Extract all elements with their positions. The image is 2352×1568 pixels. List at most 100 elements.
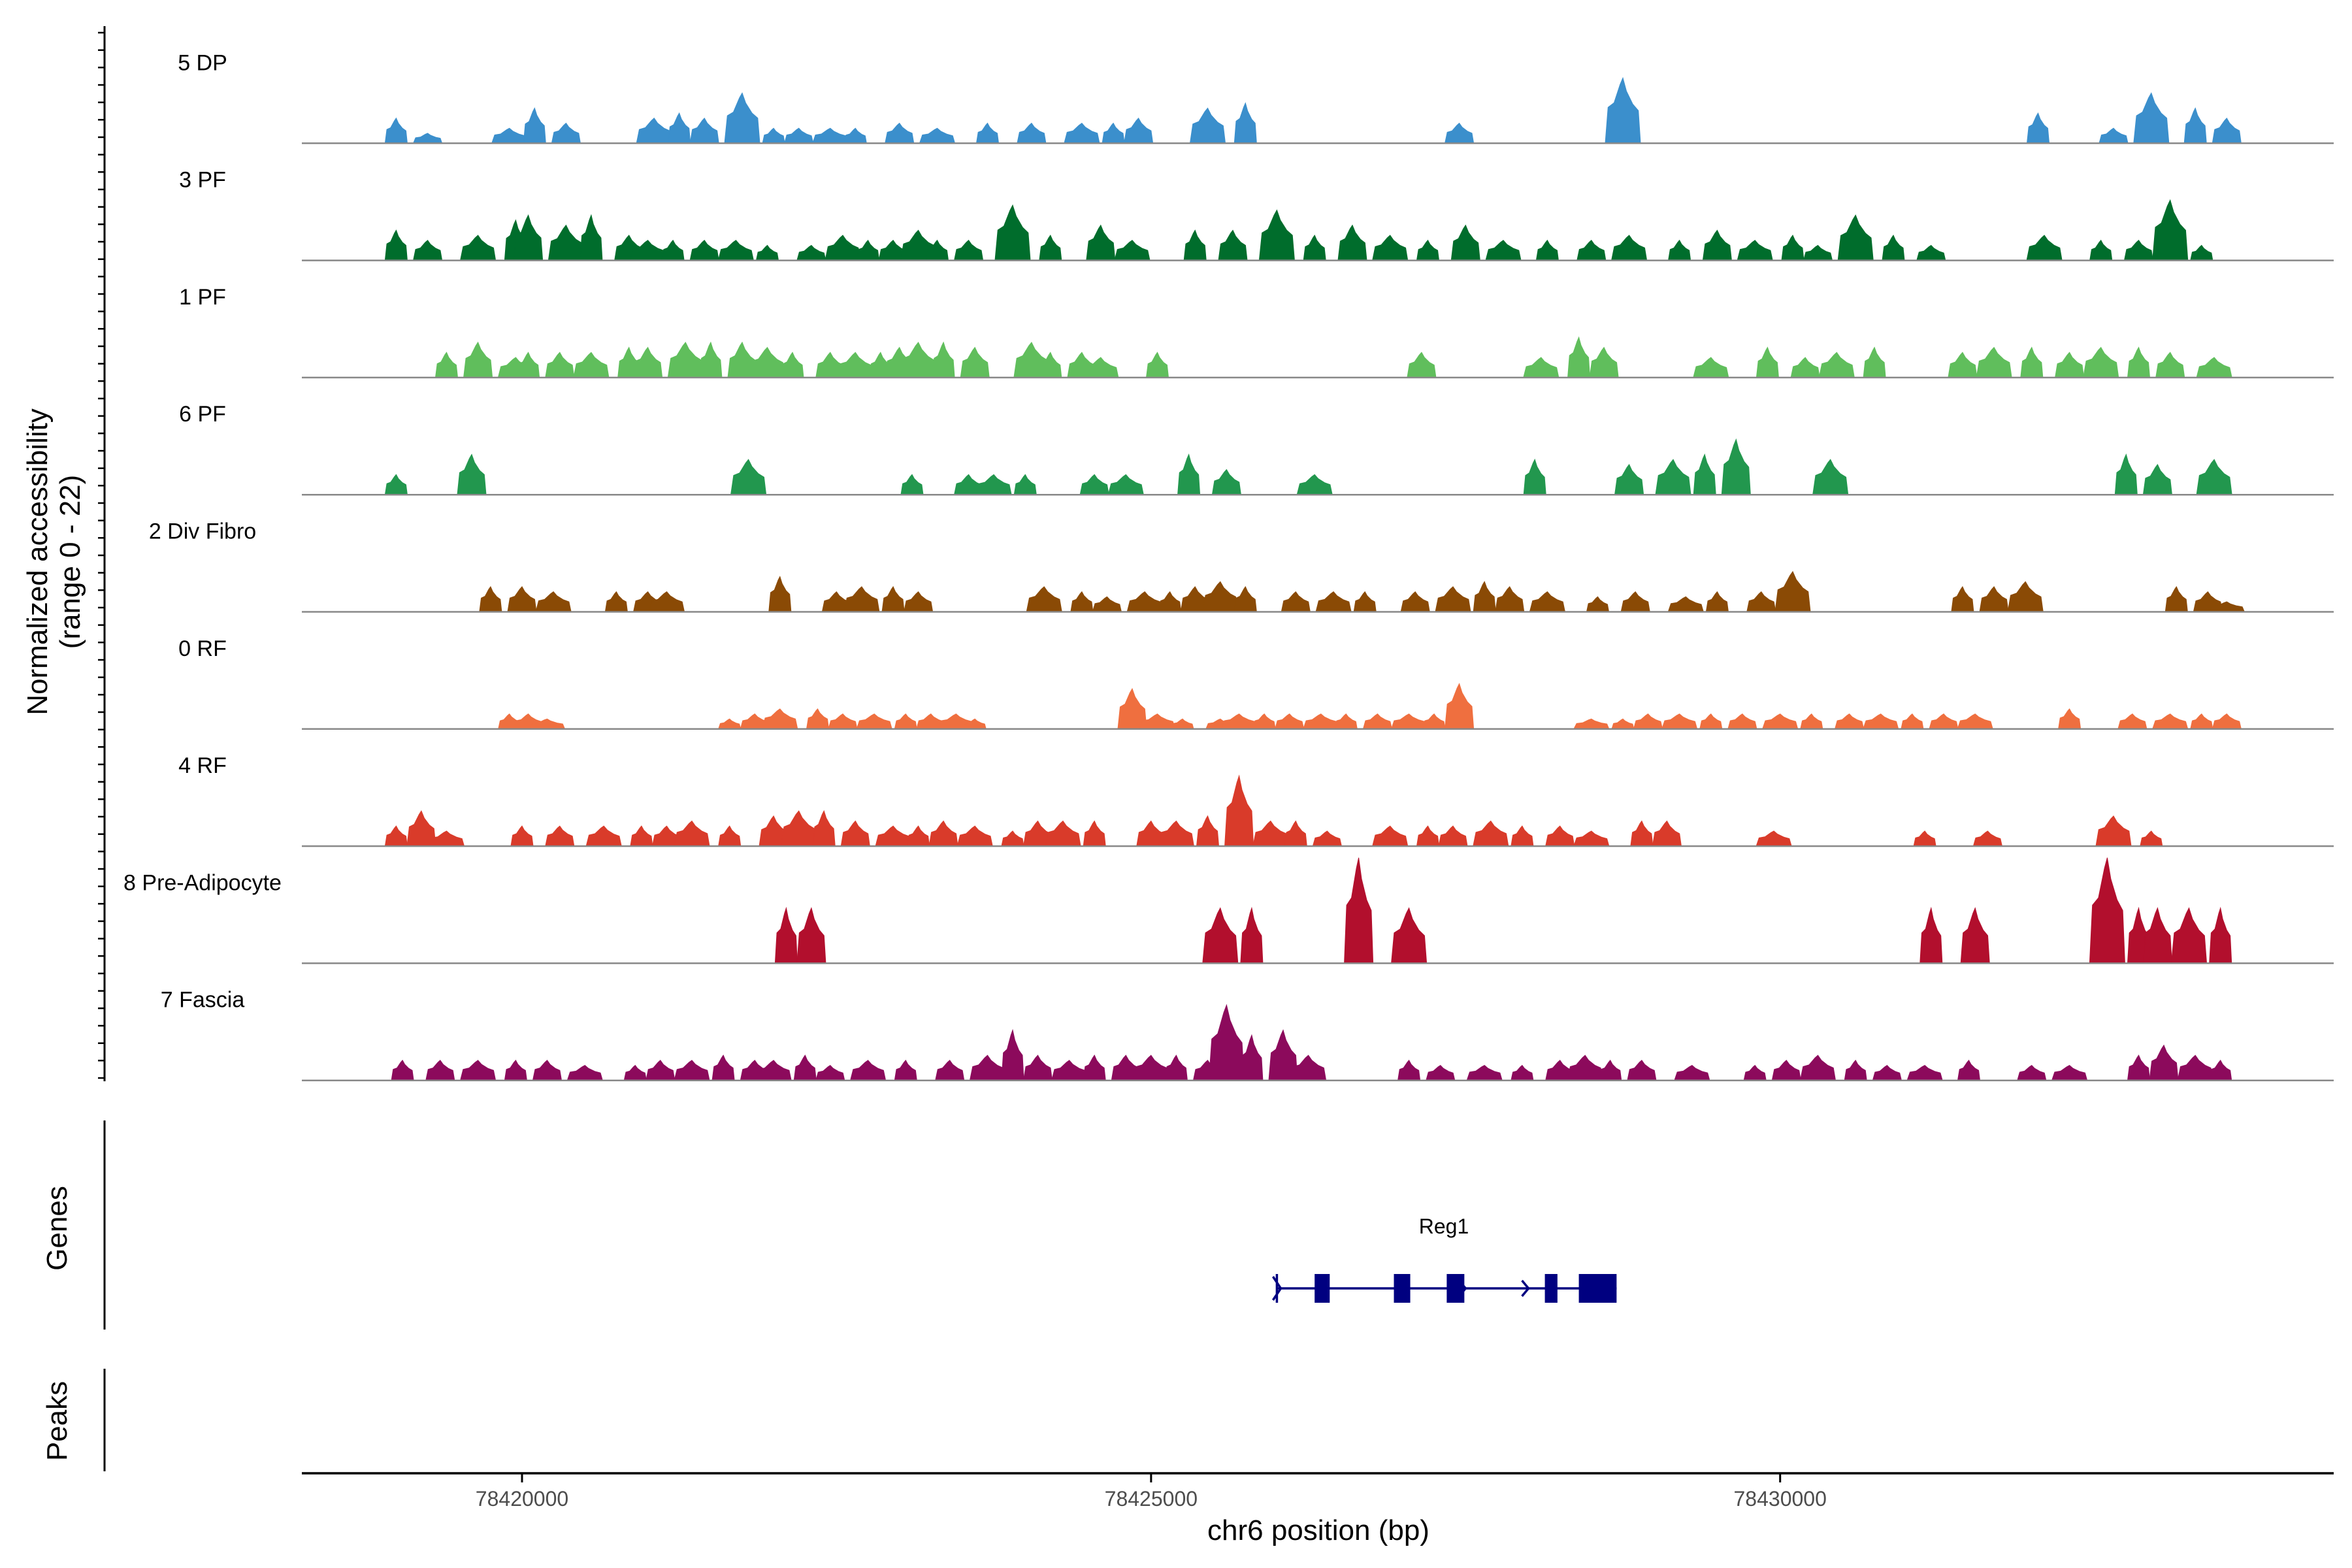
peak-1-23	[1114, 240, 1151, 261]
peak-8-2	[459, 1060, 497, 1081]
peak-6-25	[1224, 774, 1254, 847]
peak-0-13	[885, 122, 915, 144]
peak-2-14	[837, 351, 874, 378]
peak-6-4	[545, 825, 575, 847]
gene-exon	[1446, 1274, 1465, 1303]
peak-6-6	[630, 825, 653, 847]
peak-5-43	[2212, 713, 2242, 730]
peak-4-3	[604, 591, 628, 612]
peak-2-31	[1790, 357, 1820, 378]
peak-5-24	[1422, 713, 1446, 730]
peak-5-2	[529, 718, 566, 730]
peak-4-32	[1774, 570, 1811, 612]
peak-2-8	[667, 342, 704, 378]
peak-6-40	[1972, 830, 2003, 847]
peak-1-34	[1576, 240, 1607, 261]
peak-4-26	[1529, 591, 1566, 612]
peak-1-28	[1337, 224, 1367, 261]
peak-8-37	[1627, 1060, 1657, 1081]
peak-5-40	[2117, 713, 2148, 730]
peak-7-12	[2209, 906, 2232, 964]
peak-4-33	[1951, 585, 1974, 612]
peak-0-25	[2099, 127, 2129, 144]
peak-6-0	[384, 825, 408, 847]
peak-5-28	[1633, 713, 1663, 730]
peak-1-12	[755, 244, 779, 261]
peak-1-48	[2190, 244, 2213, 261]
peak-1-44	[2026, 235, 2063, 261]
peak-4-2	[535, 591, 572, 612]
peak-1-39	[1781, 235, 1805, 261]
peak-7-6	[1919, 906, 1943, 964]
peak-2-35	[1976, 346, 2012, 378]
peak-4-28	[1620, 591, 1650, 612]
gene-model	[1271, 1274, 1617, 1303]
y-axis-title-line2: (range 0 - 22)	[54, 475, 86, 649]
peak-6-14	[875, 825, 911, 847]
peak-1-24	[1183, 229, 1207, 261]
peak-2-3	[517, 351, 540, 378]
peak-2-29	[1693, 357, 1729, 378]
peak-5-36	[1901, 713, 1924, 730]
peak-2-34	[1948, 351, 1978, 378]
peak-2-33	[1863, 346, 1886, 378]
peak-0-19	[1124, 117, 1154, 144]
peak-6-16	[928, 820, 958, 847]
peak-3-12	[1523, 458, 1546, 495]
gene-exon	[1544, 1274, 1558, 1303]
peak-3-11	[1296, 474, 1333, 495]
peak-0-20	[1189, 107, 1226, 144]
peak-2-7	[633, 346, 663, 378]
peak-1-10	[689, 240, 719, 261]
peak-8-29	[1290, 1054, 1327, 1081]
peak-0-12	[843, 127, 867, 144]
peak-2-23	[1083, 357, 1119, 378]
peak-6-18	[1001, 830, 1024, 847]
peak-2-28	[1589, 346, 1619, 378]
peak-6-32	[1473, 820, 1509, 847]
peak-5-23	[1390, 713, 1428, 730]
peak-3-6	[1013, 474, 1037, 495]
peak-3-17	[1812, 459, 1849, 495]
peak-6-20	[1045, 820, 1081, 847]
x-tick-label: 78430000	[1734, 1487, 1827, 1511]
gene-strand-arrow	[1458, 1279, 1467, 1298]
peak-6-27	[1284, 820, 1307, 847]
track-label: 4 RF	[178, 753, 227, 778]
peak-5-12	[963, 718, 987, 730]
peak-0-17	[1064, 122, 1100, 144]
peak-1-33	[1535, 239, 1559, 261]
peak-8-27	[1240, 1034, 1264, 1081]
peak-1-35	[1610, 235, 1648, 261]
peak-5-38	[1957, 713, 1993, 730]
peak-8-40	[1771, 1060, 1801, 1081]
peak-8-45	[1957, 1060, 1981, 1081]
gene-exon	[1578, 1274, 1617, 1303]
peak-0-9	[762, 127, 785, 144]
peak-5-7	[828, 713, 858, 730]
peak-2-5	[573, 351, 610, 378]
peak-5-32	[1762, 713, 1799, 730]
peak-1-26	[1258, 209, 1295, 261]
peak-8-42	[1844, 1060, 1867, 1081]
peak-5-42	[2190, 713, 2213, 730]
peak-4-1	[507, 586, 537, 612]
peak-1-20	[994, 204, 1031, 261]
peak-4-11	[1026, 586, 1062, 612]
peak-8-44	[1906, 1064, 1943, 1081]
peak-0-23	[1605, 76, 1641, 144]
peak-8-15	[894, 1060, 917, 1081]
peak-2-27	[1567, 336, 1591, 378]
peak-2-36	[2020, 346, 2044, 378]
peak-4-21	[1353, 591, 1377, 612]
peak-3-1	[457, 453, 487, 495]
peak-5-41	[2152, 713, 2189, 730]
peak-4-18	[1233, 585, 1257, 612]
peak-5-18	[1252, 713, 1276, 730]
peak-8-50	[2177, 1054, 2213, 1081]
peak-1-22	[1086, 224, 1116, 261]
peak-1-41	[1837, 214, 1874, 261]
peak-4-34	[1979, 586, 2009, 612]
peak-3-20	[2196, 459, 2232, 495]
peak-6-9	[718, 825, 742, 847]
